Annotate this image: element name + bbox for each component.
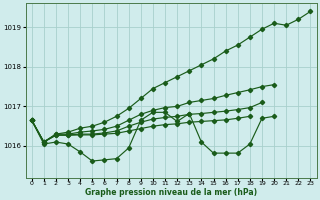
- X-axis label: Graphe pression niveau de la mer (hPa): Graphe pression niveau de la mer (hPa): [85, 188, 257, 197]
